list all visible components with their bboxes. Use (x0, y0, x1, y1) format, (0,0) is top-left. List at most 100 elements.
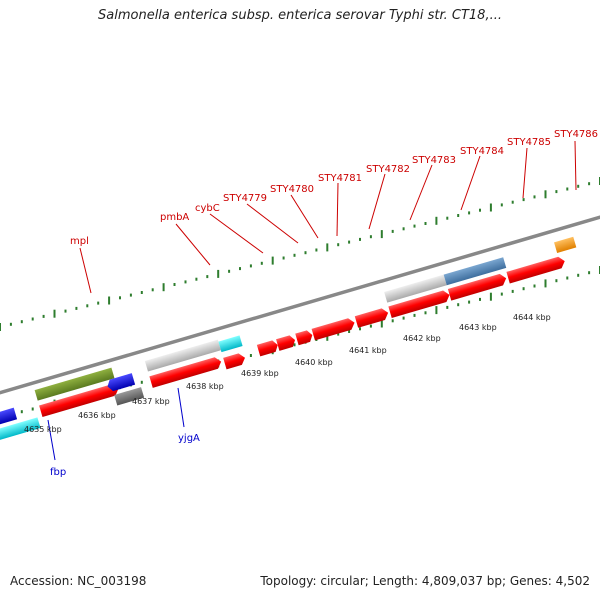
gene-label-sty4780[interactable]: STY4780 (270, 184, 314, 195)
major-tick (380, 230, 383, 239)
feature-mpl[interactable] (34, 367, 115, 401)
major-tick (544, 279, 547, 288)
gene-label-sty4784[interactable]: STY4784 (460, 146, 504, 157)
minor-tick (457, 214, 460, 217)
minor-tick (31, 407, 34, 411)
gene-label-cybC[interactable]: cybC (195, 203, 220, 214)
minor-tick (86, 304, 89, 308)
minor-tick (348, 240, 351, 244)
minor-tick (511, 200, 514, 204)
minor-tick (195, 277, 198, 281)
minor-tick (522, 287, 525, 291)
minor-tick (31, 317, 34, 321)
minor-tick (64, 309, 67, 313)
gene-label-pmbA[interactable]: pmbA (160, 212, 189, 223)
feature-fbp[interactable] (0, 417, 41, 444)
feature-pmbA[interactable] (144, 339, 221, 372)
major-tick (53, 309, 56, 318)
cds-fbp[interactable] (0, 407, 18, 430)
minor-tick (555, 279, 558, 283)
cds-yjgA[interactable] (106, 373, 136, 392)
minor-tick (511, 289, 514, 293)
scale-label: 4637 kbp (132, 397, 170, 406)
scale-label: 4644 kbp (513, 313, 551, 322)
minor-tick (151, 288, 154, 292)
cds-sty4780[interactable] (276, 334, 297, 351)
feature-sty4785[interactable] (443, 257, 507, 286)
gene-label-sty4781[interactable]: STY4781 (318, 173, 362, 184)
minor-tick (533, 195, 536, 199)
minor-tick (206, 275, 209, 279)
minor-tick (337, 243, 340, 247)
minor-tick (173, 283, 176, 286)
scale-label: 4636 kbp (78, 411, 116, 420)
scale-labels: 4635 kbp 4636 kbp 4637 kbp 4638 kbp 4639… (24, 313, 551, 434)
minor-tick (522, 198, 525, 202)
scale-label: 4640 kbp (295, 358, 333, 367)
backbone (0, 196, 600, 408)
major-tick (217, 269, 220, 278)
gene-label-sty4782[interactable]: STY4782 (366, 164, 410, 175)
forward-leader-lines (79, 140, 577, 294)
scale-label: 4643 kbp (459, 323, 497, 332)
gene-label-mpl[interactable]: mpl (70, 236, 89, 247)
cds-cybC[interactable] (223, 352, 247, 370)
cds-sty4783[interactable] (354, 307, 390, 328)
minor-tick (304, 251, 307, 255)
minor-tick (228, 269, 231, 273)
minor-tick (315, 248, 318, 252)
minor-tick (555, 190, 558, 194)
minor-tick (75, 306, 78, 310)
feature-sty4786[interactable] (554, 236, 577, 253)
gene-label-sty4783[interactable]: STY4783 (412, 155, 456, 166)
scale-label: 4641 kbp (349, 346, 387, 355)
cds-sty4785[interactable] (447, 272, 508, 301)
minor-tick (588, 271, 591, 275)
feature-yjgA[interactable] (114, 387, 145, 406)
accession-text: Accession: NC_003198 (10, 574, 147, 588)
feature-sty4784[interactable] (384, 274, 447, 303)
feature-cybC[interactable] (218, 335, 243, 353)
minor-tick (479, 297, 481, 301)
minor-tick (97, 301, 100, 305)
minor-tick (457, 303, 460, 307)
cds-sty4786[interactable] (506, 255, 566, 284)
minor-tick (249, 354, 252, 357)
gene-label-yjgA[interactable]: yjgA (178, 433, 200, 444)
cds-sty4781[interactable] (295, 329, 314, 346)
major-tick (0, 323, 1, 331)
minor-tick (424, 311, 427, 315)
cds-sty4779[interactable] (256, 339, 280, 357)
cds-mpl[interactable] (39, 383, 120, 417)
gene-label-sty4779[interactable]: STY4779 (223, 193, 267, 204)
major-tick (108, 296, 111, 305)
scale-label: 4638 kbp (186, 382, 224, 391)
minor-tick (42, 314, 45, 318)
minor-tick (468, 211, 471, 215)
minor-tick (140, 291, 143, 294)
minor-tick (20, 320, 23, 324)
gene-label-fbp[interactable]: fbp (50, 467, 66, 478)
minor-tick (402, 227, 405, 231)
minor-tick (446, 216, 449, 220)
major-tick (435, 216, 438, 225)
major-tick (271, 256, 274, 265)
major-tick (380, 319, 383, 328)
minor-tick (413, 224, 416, 228)
minor-tick (424, 222, 427, 225)
minor-tick (402, 316, 405, 320)
gene-label-sty4785[interactable]: STY4785 (507, 137, 551, 148)
cds-sty4782[interactable] (311, 317, 357, 341)
outer-tick-track (0, 177, 600, 331)
minor-tick (184, 280, 187, 284)
minor-tick (391, 319, 394, 323)
minor-tick (293, 343, 296, 347)
summary-text: Topology: circular; Length: 4,809,037 bp… (260, 574, 590, 588)
forward-cds-track (0, 236, 577, 444)
scale-label: 4642 kbp (403, 334, 441, 343)
cds-sty4784[interactable] (388, 289, 451, 318)
cds-pmbA[interactable] (149, 356, 222, 388)
map-title: Salmonella enterica subsp. enterica sero… (98, 8, 502, 23)
gene-label-sty4786[interactable]: STY4786 (554, 129, 598, 140)
minor-tick (359, 327, 361, 331)
